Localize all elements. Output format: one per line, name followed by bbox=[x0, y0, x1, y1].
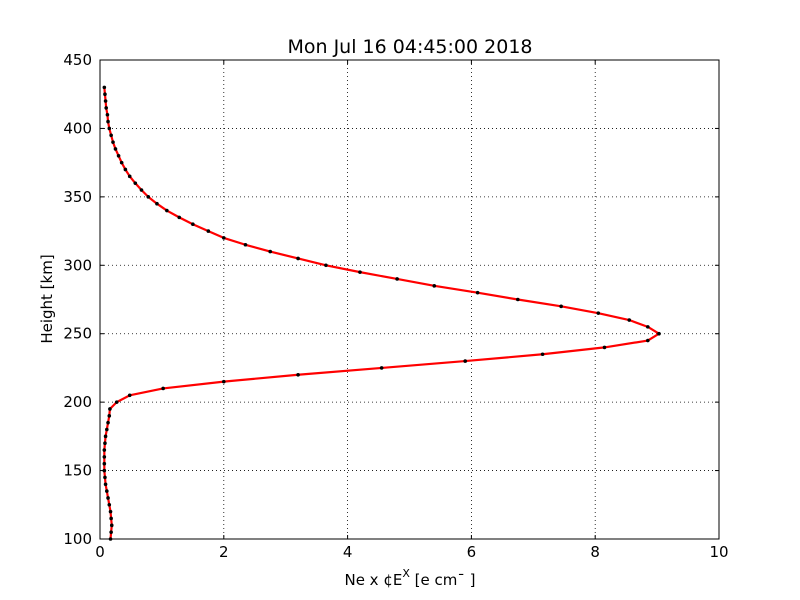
data-point bbox=[191, 222, 195, 227]
data-point bbox=[106, 496, 110, 500]
data-point bbox=[657, 331, 661, 336]
y-tick-label: 150 bbox=[63, 462, 92, 480]
y-tick-label: 100 bbox=[63, 530, 92, 548]
data-point bbox=[127, 393, 132, 398]
data-point bbox=[155, 201, 159, 206]
data-point bbox=[102, 461, 107, 466]
data-point bbox=[103, 482, 108, 487]
data-point bbox=[105, 427, 109, 432]
data-point bbox=[114, 400, 119, 404]
data-point bbox=[104, 106, 108, 110]
data-point bbox=[243, 242, 248, 247]
data-point bbox=[222, 379, 226, 384]
data-point bbox=[103, 441, 107, 446]
data-point bbox=[161, 386, 165, 391]
x-axis-label-units: [e cm¯ ] bbox=[410, 571, 476, 589]
series-line bbox=[103, 87, 661, 540]
data-point bbox=[113, 147, 118, 151]
y-tick-label: 300 bbox=[63, 256, 92, 274]
data-point bbox=[119, 160, 124, 165]
data-point bbox=[296, 372, 300, 377]
data-point bbox=[206, 229, 211, 233]
data-point bbox=[627, 318, 632, 322]
data-point bbox=[432, 284, 437, 288]
data-point bbox=[109, 516, 113, 521]
data-point bbox=[103, 92, 107, 97]
data-point bbox=[475, 290, 480, 295]
data-point bbox=[107, 126, 112, 131]
grid bbox=[100, 60, 719, 539]
data-point bbox=[177, 215, 182, 220]
x-tick-label: 6 bbox=[467, 543, 477, 561]
data-point bbox=[111, 140, 115, 144]
data-point bbox=[602, 345, 607, 350]
data-point bbox=[139, 188, 144, 192]
data-point bbox=[105, 489, 109, 493]
data-point bbox=[102, 468, 107, 473]
data-point bbox=[379, 366, 384, 370]
data-point bbox=[646, 338, 650, 343]
data-point bbox=[165, 208, 169, 213]
x-tick-label: 8 bbox=[590, 543, 600, 561]
data-point bbox=[107, 502, 112, 507]
x-tick-label: 4 bbox=[343, 543, 353, 561]
data-point bbox=[103, 434, 108, 439]
data-point bbox=[106, 119, 110, 124]
y-tick-label: 350 bbox=[63, 188, 92, 206]
data-point bbox=[222, 236, 226, 240]
data-point bbox=[106, 420, 110, 425]
data-point bbox=[103, 99, 108, 103]
data-point bbox=[109, 530, 113, 534]
data-point bbox=[103, 475, 107, 480]
y-axis-label: Height [km] bbox=[38, 254, 56, 343]
data-point bbox=[109, 523, 114, 528]
data-point bbox=[105, 112, 110, 117]
data-point bbox=[146, 195, 151, 199]
data-point bbox=[358, 270, 362, 274]
data-point bbox=[102, 455, 107, 459]
chart-title: Mon Jul 16 04:45:00 2018 bbox=[287, 36, 532, 58]
data-point bbox=[123, 167, 128, 172]
data-point bbox=[127, 174, 132, 179]
data-point bbox=[516, 297, 520, 302]
data-point bbox=[268, 249, 273, 254]
x-axis-label: Ne x ¢EX [e cm¯ ] bbox=[344, 567, 475, 589]
data-point bbox=[395, 277, 399, 281]
ticks: 0 2 4 6 8 10 100 150 200 250 300 350 400 450 bbox=[63, 51, 728, 561]
plot-frame bbox=[99, 59, 720, 540]
x-axis-label-superscript: X bbox=[402, 567, 410, 580]
data-point bbox=[108, 407, 112, 411]
data-point bbox=[296, 256, 300, 261]
data-point bbox=[108, 509, 113, 514]
data-point bbox=[646, 325, 650, 329]
data-point bbox=[102, 85, 107, 90]
data-point bbox=[559, 304, 563, 309]
y-tick-label: 450 bbox=[63, 51, 92, 69]
y-tick-label: 250 bbox=[63, 325, 92, 343]
data-point bbox=[463, 359, 468, 363]
data-point bbox=[109, 133, 113, 138]
x-tick-label: 2 bbox=[219, 543, 229, 561]
data-point bbox=[116, 154, 121, 158]
data-point bbox=[324, 263, 328, 268]
y-tick-label: 400 bbox=[63, 119, 92, 137]
data-point bbox=[133, 181, 138, 185]
data-point bbox=[596, 311, 601, 315]
y-tick-label: 200 bbox=[63, 393, 92, 411]
series-layer bbox=[102, 85, 661, 541]
data-point bbox=[107, 414, 112, 418]
data-point bbox=[540, 352, 545, 357]
x-tick-label: 0 bbox=[95, 543, 105, 561]
data-point bbox=[102, 448, 107, 452]
x-tick-label: 10 bbox=[709, 543, 728, 561]
